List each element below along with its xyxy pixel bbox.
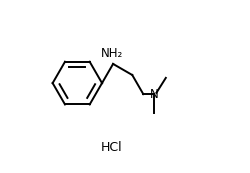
Text: N: N (150, 88, 159, 101)
Text: NH₂: NH₂ (101, 47, 123, 60)
Text: HCl: HCl (100, 141, 122, 154)
